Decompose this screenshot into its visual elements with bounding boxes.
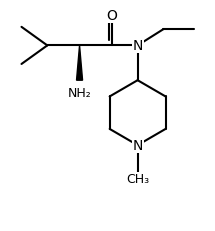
Polygon shape [77, 46, 83, 81]
Text: O: O [106, 9, 117, 23]
Text: N: N [132, 139, 143, 152]
Text: CH₃: CH₃ [126, 173, 149, 185]
Text: N: N [132, 39, 143, 53]
Text: NH₂: NH₂ [68, 87, 91, 100]
